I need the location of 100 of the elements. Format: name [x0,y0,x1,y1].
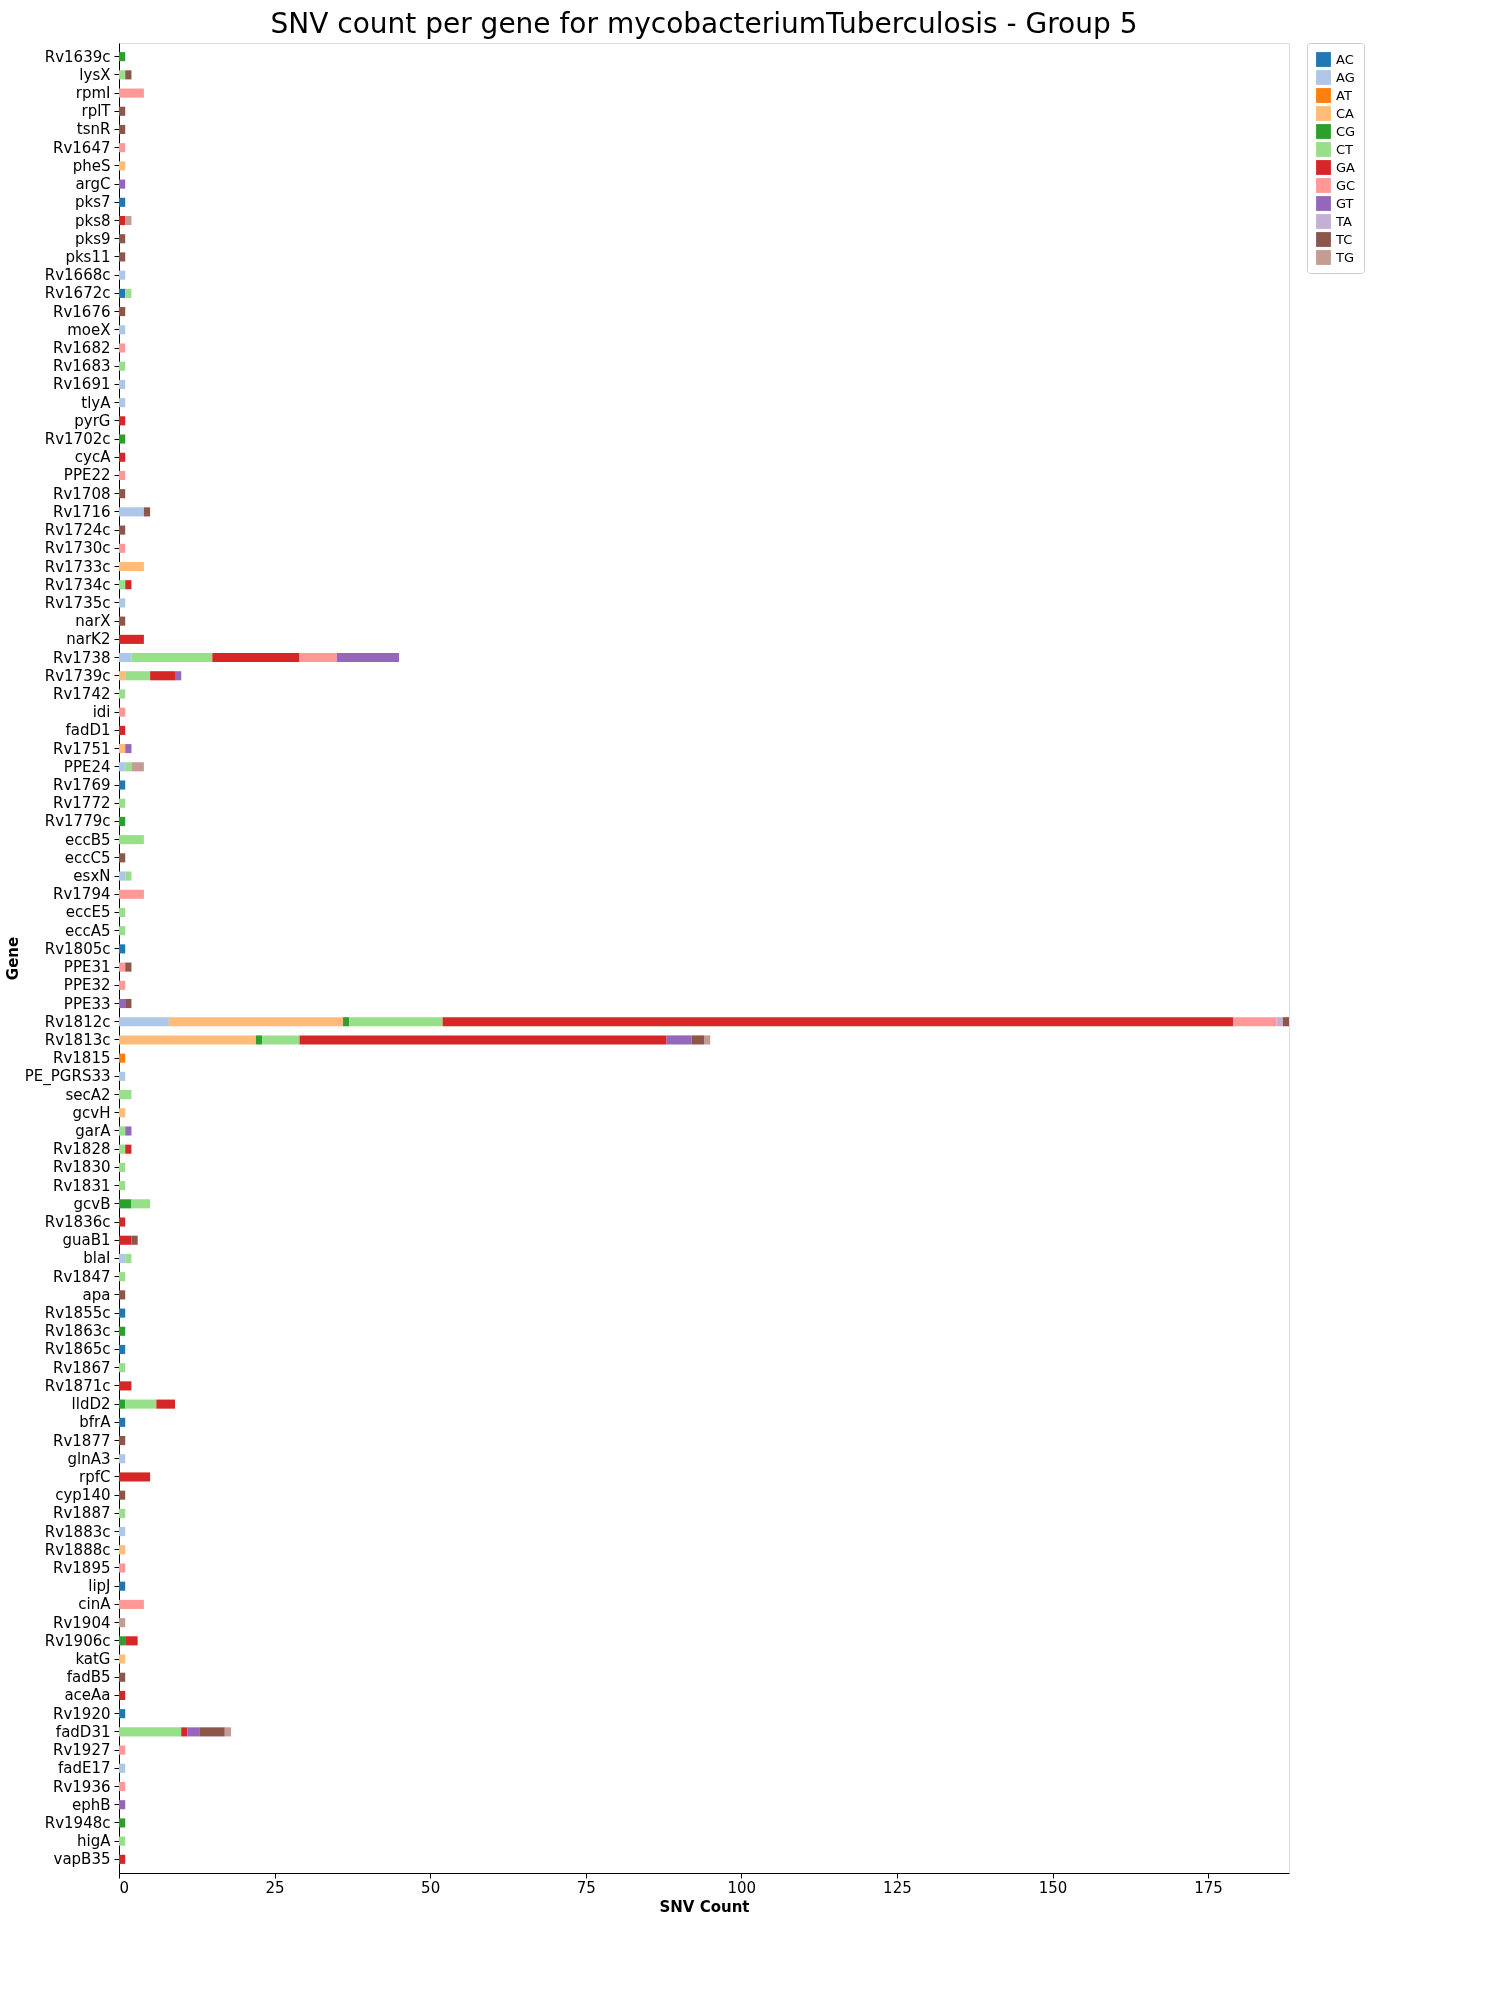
bar [119,1162,126,1172]
bar [442,1017,1233,1027]
bar [181,1727,188,1737]
legend-label: CA [1336,105,1355,121]
bar [119,1344,126,1355]
bar [119,307,126,317]
bar [299,653,337,663]
y-tick-label: Rv1836c [44,1213,111,1232]
y-tick-label: Rv1887 [53,1504,111,1523]
bar [255,1035,263,1045]
bar [119,1235,132,1245]
bar [125,871,132,881]
bar [119,398,126,408]
bar [131,1199,151,1209]
chart-title: SNV count per gene for mycobacteriumTuberculosis - Group 5 [270,6,1138,40]
y-tick-label: lipJ [88,1577,111,1596]
y-tick-label: argC [75,175,111,194]
bar [119,998,126,1009]
bar [704,1035,711,1045]
y-tick-label: tsnR [76,120,111,139]
bar [119,653,132,663]
y-tick-label: Rv1883c [44,1522,111,1541]
y-tick-label: Rv1794 [53,885,111,904]
bar [125,962,132,972]
y-tick-label: Rv1682 [53,339,111,357]
y-tick-label: pks7 [74,193,111,212]
bar [119,1781,126,1792]
bar [119,197,126,207]
y-tick-label: PPE33 [63,994,111,1013]
legend-label: GA [1336,159,1356,175]
bar [119,1709,126,1719]
y-tick-label: Rv1855c [44,1304,111,1323]
y-tick-label: eccC5 [64,848,111,867]
y-tick-label: Rv1805c [44,939,111,958]
bar [119,798,126,808]
y-tick-label: Rv1847 [53,1267,111,1286]
x-axis-title: SNV Count [659,1897,750,1916]
legend-label: TC [1335,231,1353,247]
y-tick-label: Rv1639c [44,47,111,66]
bar [119,1181,126,1191]
bar [119,288,126,298]
y-tick-label: Rv1738 [53,648,111,667]
y-tick-label: Rv1895 [53,1559,111,1577]
y-tick-label: Rv1831 [53,1176,111,1195]
bar [125,70,132,80]
bar [119,361,126,371]
bar [119,1035,256,1045]
y-tick-label: Rv1815 [53,1049,111,1068]
bar [119,1490,126,1500]
bar [119,1508,126,1518]
y-tick-label: Rv1948c [44,1813,111,1832]
bar [119,1581,126,1591]
bar [119,1654,126,1664]
x-tick-label: 0 [119,1878,130,1897]
y-tick-label: gcvB [73,1194,111,1213]
legend-label: GT [1336,195,1354,211]
bar [119,452,126,462]
bar [125,671,151,681]
y-tick-label: cycA [74,448,112,467]
y-tick-label: tlyA [81,393,112,412]
bar [691,1035,704,1045]
y-tick-label: ephB [71,1795,111,1814]
y-tick-label: lldD2 [71,1395,111,1414]
y-tick-label: Rv1865c [44,1340,111,1359]
bar [119,616,126,626]
y-tick-label: blaI [83,1249,111,1268]
y-tick-label: aceAa [64,1686,111,1705]
bar [119,1527,126,1537]
bar [119,598,126,608]
bar [119,1144,126,1154]
y-tick-label: fadE17 [57,1759,111,1778]
y-tick-label: pheS [72,156,111,175]
bar [1232,1017,1277,1027]
bar [119,889,144,899]
bar [119,1053,126,1063]
bar [119,1745,126,1755]
bar [119,1363,126,1373]
bar [349,1017,443,1027]
bar [119,1253,126,1263]
legend-label: TA [1335,213,1352,229]
y-tick-label: vapB35 [53,1850,111,1869]
y-tick-label: Rv1683 [53,357,111,376]
y-tick-label: Rv1936 [53,1777,111,1796]
bar [125,1636,138,1646]
bar [156,1399,176,1409]
bar [125,580,132,590]
y-tick-label: Rv1904 [53,1613,111,1632]
y-tick-label: PPE31 [63,958,111,977]
y-tick-label: PPE22 [63,466,111,485]
bar [119,871,126,881]
bar [119,1636,126,1646]
x-tick-label: 175 [1194,1878,1223,1897]
bar [119,1454,126,1464]
legend-label: AG [1336,69,1355,85]
bar [119,325,126,335]
y-tick-label: glnA3 [67,1449,111,1468]
x-tick-label: 75 [576,1878,596,1897]
bar [119,1472,151,1482]
y-tick-label: fadD1 [65,721,111,740]
bar [119,416,126,426]
